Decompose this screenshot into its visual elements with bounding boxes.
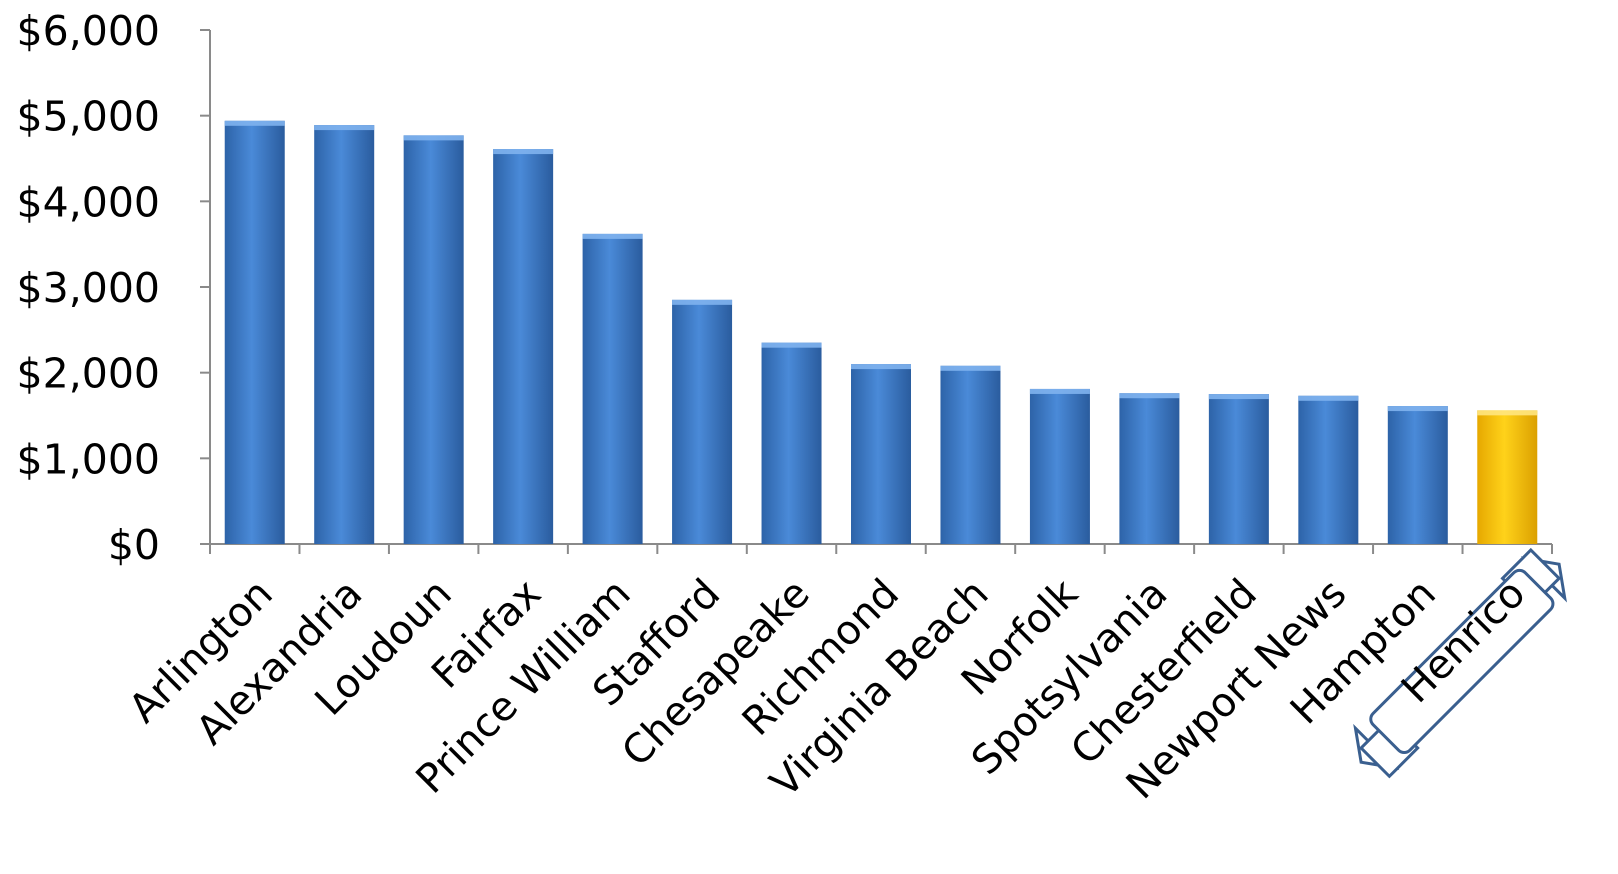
bar — [493, 149, 554, 544]
bar — [314, 125, 375, 544]
bar-top-bevel — [851, 364, 911, 370]
bar — [1208, 394, 1269, 544]
bar — [1387, 406, 1448, 544]
y-tick-label: $1,000 — [17, 435, 160, 483]
bar — [1029, 388, 1090, 544]
plot-area: $0$1,000$2,000$3,000$4,000$5,000$6,000Ar… — [17, 7, 1567, 808]
bar — [940, 365, 1001, 544]
bar-top-bevel — [1477, 410, 1538, 416]
bar-top-bevel — [582, 233, 643, 239]
bar-top-bevel — [403, 135, 464, 141]
bar — [761, 342, 822, 544]
bar-top-bevel — [1029, 388, 1090, 394]
bar-top-bevel — [940, 365, 1001, 371]
bar — [851, 364, 911, 544]
bar-top-bevel — [1298, 395, 1359, 401]
highlight-ribbon — [1353, 547, 1567, 779]
y-tick-label: $0 — [108, 521, 160, 569]
bar — [403, 135, 464, 544]
bar-top-bevel — [672, 299, 733, 305]
y-tick-label: $4,000 — [17, 178, 160, 226]
y-tick-label: $3,000 — [17, 264, 160, 312]
bar-top-bevel — [314, 125, 375, 131]
bar — [1119, 393, 1180, 544]
bar — [582, 233, 643, 545]
y-tick-label: $2,000 — [17, 350, 160, 398]
ribbon-part — [1369, 568, 1555, 754]
bar — [224, 120, 285, 544]
bar-top-bevel — [761, 342, 822, 348]
bar-top-bevel — [1387, 406, 1448, 412]
bar-top-bevel — [1208, 394, 1269, 400]
bar — [672, 299, 733, 544]
bar-top-bevel — [493, 149, 554, 155]
bar — [1298, 395, 1359, 544]
bar-highlight — [1477, 410, 1538, 544]
y-tick-label: $6,000 — [17, 7, 160, 55]
y-tick-label: $5,000 — [17, 93, 160, 141]
bar-top-bevel — [1119, 393, 1180, 399]
bar-top-bevel — [224, 120, 285, 126]
